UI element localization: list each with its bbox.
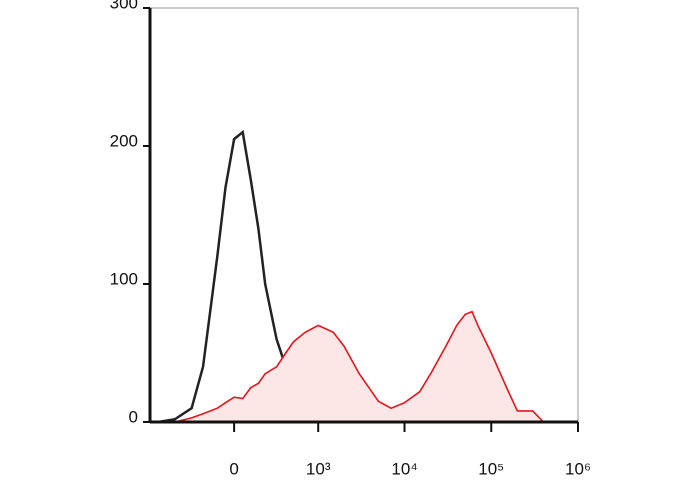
x-tick-label: 10⁵ <box>478 459 504 478</box>
x-tick-label: 10⁶ <box>565 459 591 478</box>
x-tick-label: 10⁴ <box>391 459 417 478</box>
x-tick-label: 10³ <box>306 459 331 478</box>
histogram-line <box>174 310 545 423</box>
y-tick-label: 0 <box>129 407 138 426</box>
plot-frame <box>149 7 579 423</box>
y-tick-label: 300 <box>110 0 138 12</box>
area <box>174 311 544 422</box>
x-tick-label: 0 <box>229 459 238 478</box>
y-tick-label: 200 <box>110 131 138 150</box>
y-tick-label: 100 <box>110 269 138 288</box>
